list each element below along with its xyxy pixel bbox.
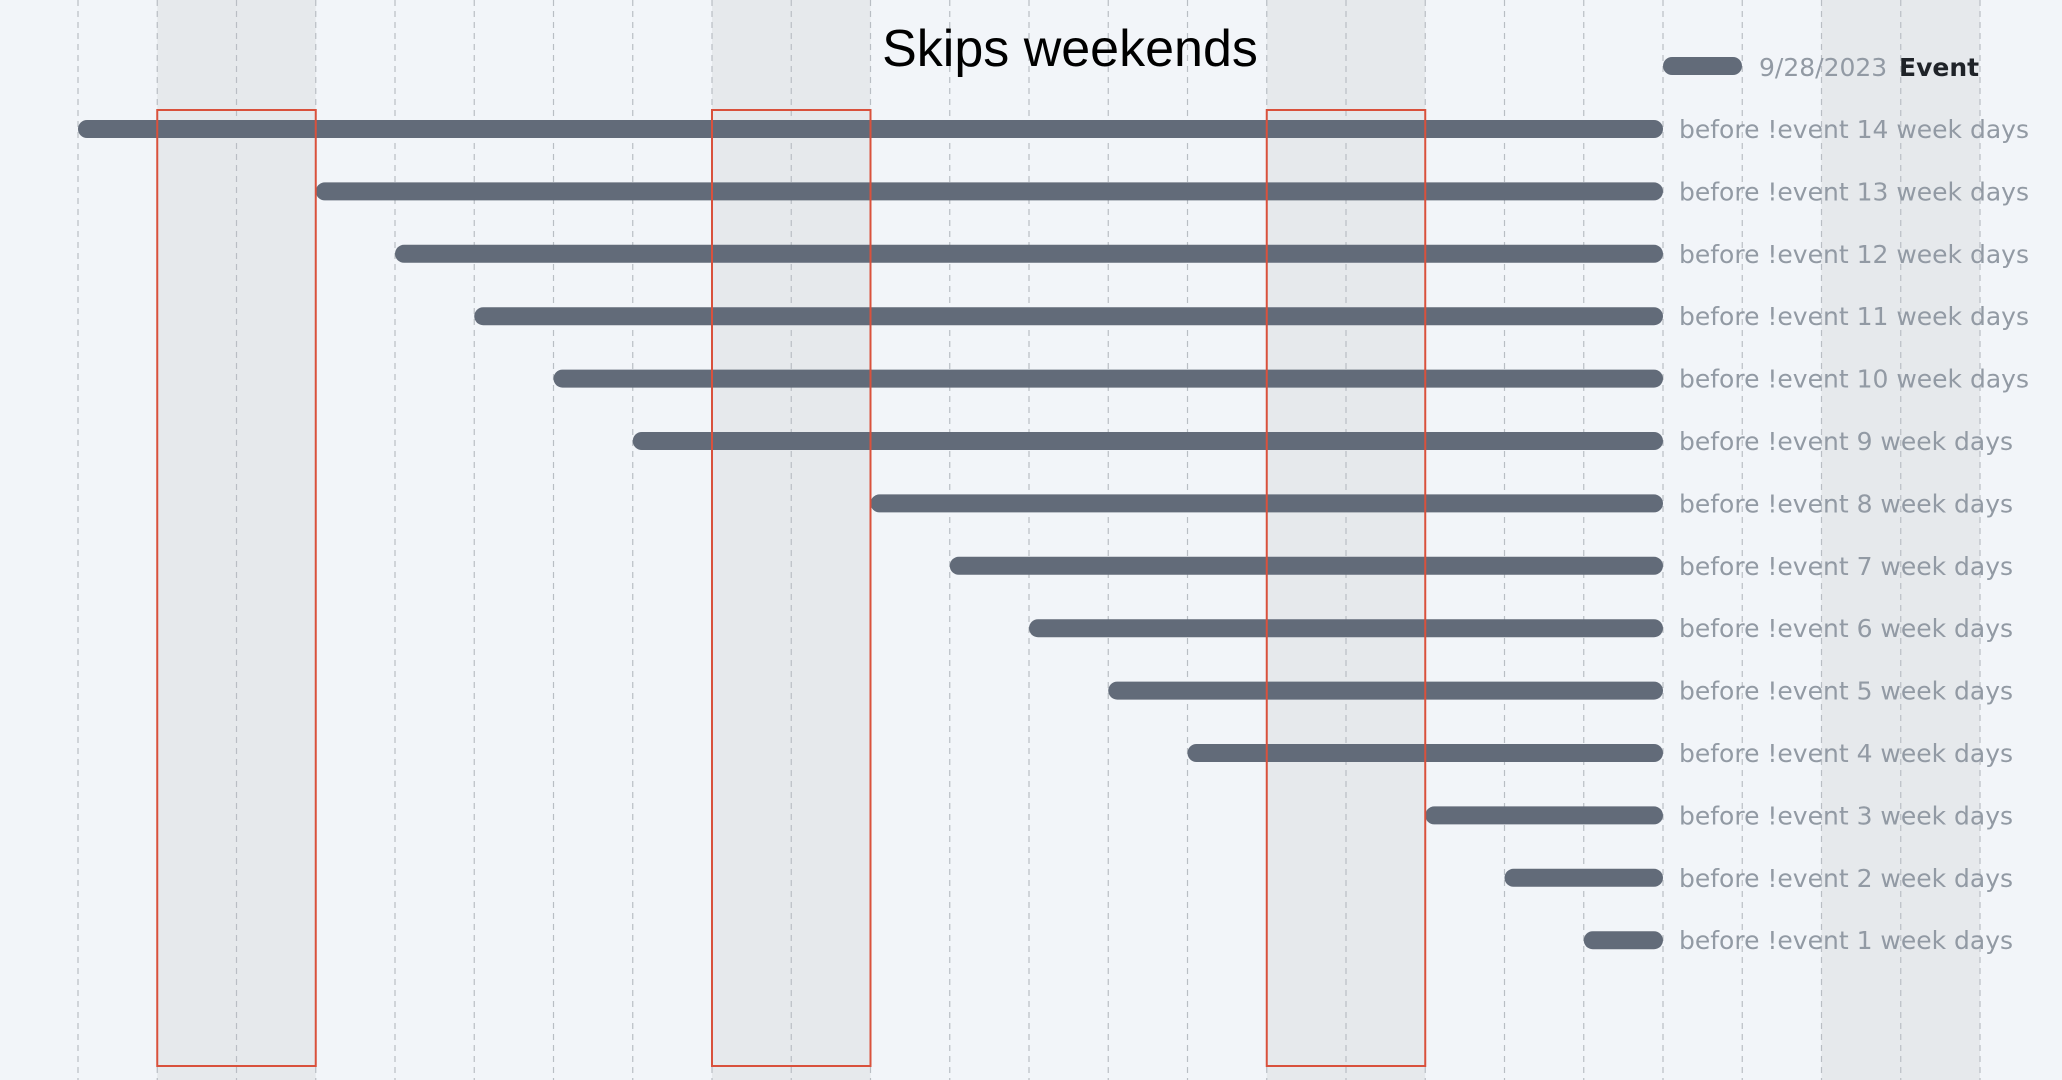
task-label: before !event 2 week days xyxy=(1679,864,2013,893)
task-label: before !event 8 week days xyxy=(1679,489,2013,518)
task-label: before !event 9 week days xyxy=(1679,427,2013,456)
highlight-outline-2 xyxy=(711,109,872,1067)
task-label: before !event 4 week days xyxy=(1679,739,2013,768)
task-label: before !event 14 week days xyxy=(1679,115,2029,144)
task-labels: before !event 14 week days before !event … xyxy=(1679,115,2029,955)
task-label: before !event 3 week days xyxy=(1679,801,2013,830)
task-label: before !event 10 week days xyxy=(1679,365,2029,394)
task-label: before !event 11 week days xyxy=(1679,302,2029,331)
task-label: before !event 12 week days xyxy=(1679,240,2029,269)
task-label: before !event 5 week days xyxy=(1679,677,2013,706)
milestone-date-label: 9/28/2023 xyxy=(1759,53,1887,82)
highlight-outline-3 xyxy=(1265,109,1427,1067)
task-label: before !event 1 week days xyxy=(1679,926,2013,955)
task-label: before !event 7 week days xyxy=(1679,552,2013,581)
chart-title: Skips weekends xyxy=(882,20,1258,78)
task-label: before !event 6 week days xyxy=(1679,614,2013,643)
milestone-name-label: Event xyxy=(1899,53,1979,82)
highlight-outline-1 xyxy=(156,109,317,1067)
task-label: before !event 13 week days xyxy=(1679,177,2029,206)
highlight-outlines xyxy=(156,109,1427,1067)
milestone-legend: 9/28/2023 Event xyxy=(1663,53,1979,82)
